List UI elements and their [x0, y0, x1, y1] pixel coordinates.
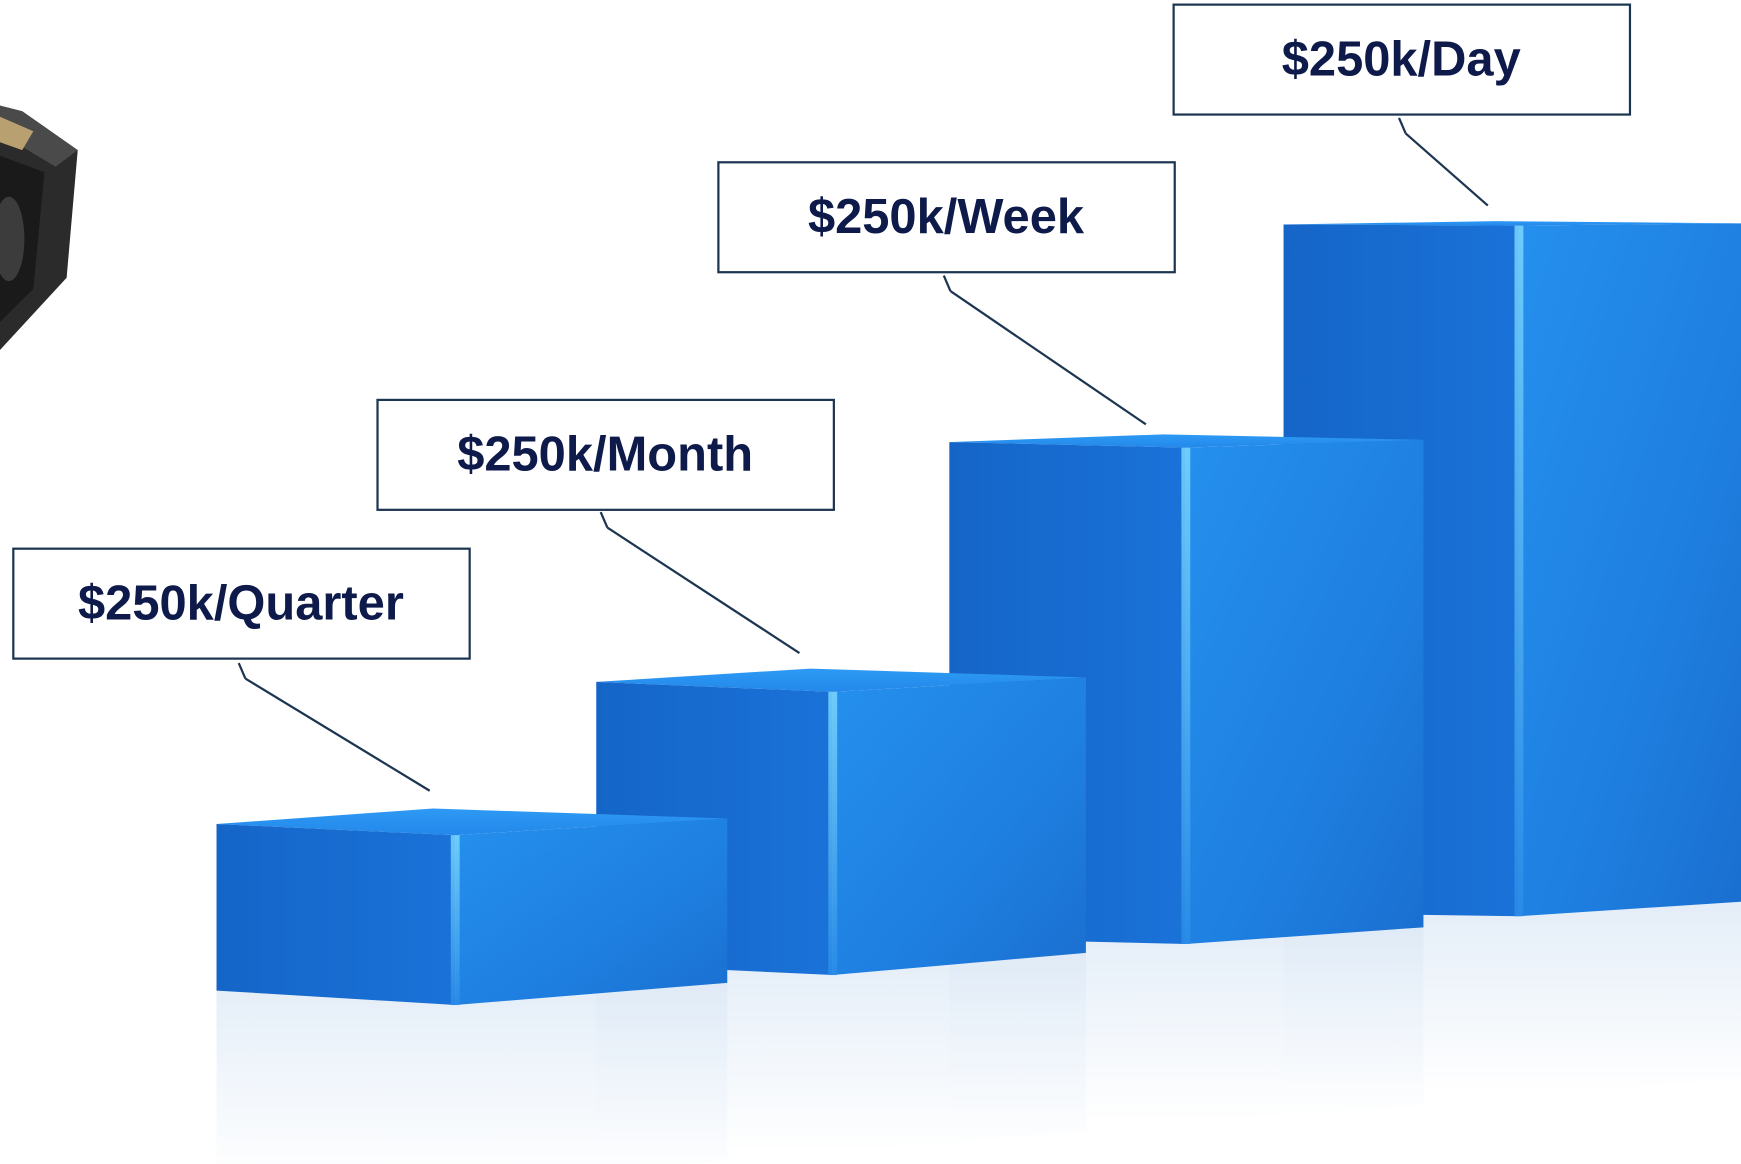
block-face-right	[832, 677, 1086, 976]
block-face-right	[455, 818, 728, 1006]
callout: $250k/Week	[717, 161, 1176, 426]
block-top	[949, 434, 1424, 448]
callout-text: $250k/Month	[457, 428, 753, 482]
callout-text: $250k/Quarter	[78, 576, 404, 630]
block-top	[596, 668, 1086, 692]
callout-leader	[1404, 132, 1489, 207]
block-top	[1283, 221, 1741, 226]
callout: $250k/Day	[1172, 3, 1632, 207]
block-edge-highlight	[450, 835, 460, 1006]
callout-leader	[237, 662, 247, 680]
block-edge-highlight	[1181, 447, 1191, 944]
block-face-right	[1185, 439, 1424, 944]
block-reflection	[216, 982, 728, 1164]
callout: $250k/Quarter	[12, 547, 471, 792]
callout-box	[1172, 3, 1632, 116]
callout-leader	[1397, 117, 1407, 134]
callout-leader	[244, 677, 431, 792]
callouts: $250k/Quarter $250k/Month $250k/Week $250k/…	[12, 3, 1632, 792]
callout-box	[717, 161, 1176, 274]
gpu-image	[0, 105, 78, 350]
block-top	[216, 808, 728, 836]
block-face-left	[216, 824, 456, 1006]
callout-leader	[599, 511, 609, 529]
callout-leader	[606, 526, 801, 654]
callout-leader	[949, 290, 1147, 426]
block-edge-highlight	[1514, 225, 1524, 917]
callout-leader	[942, 275, 952, 292]
block-face-right	[1518, 223, 1741, 917]
callout-box	[376, 398, 835, 511]
callout: $250k/Month	[376, 398, 835, 654]
callout-text: $250k/Day	[1282, 32, 1521, 86]
callout-box	[12, 547, 471, 660]
block	[216, 808, 728, 1164]
block-edge-highlight	[828, 691, 838, 976]
blocks	[216, 221, 1741, 1164]
callout-text: $250k/Week	[808, 190, 1085, 244]
